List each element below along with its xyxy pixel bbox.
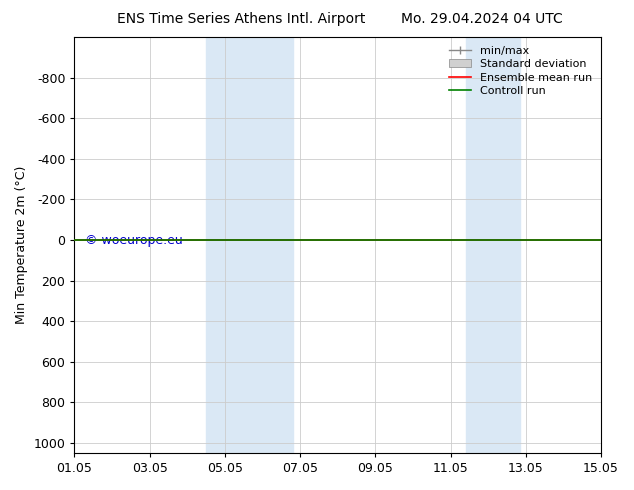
Legend: min/max, Standard deviation, Ensemble mean run, Controll run: min/max, Standard deviation, Ensemble me… xyxy=(444,42,597,100)
Bar xyxy=(206,37,293,453)
Bar xyxy=(465,37,520,453)
Text: ENS Time Series Athens Intl. Airport: ENS Time Series Athens Intl. Airport xyxy=(117,12,365,26)
Text: Mo. 29.04.2024 04 UTC: Mo. 29.04.2024 04 UTC xyxy=(401,12,563,26)
Y-axis label: Min Temperature 2m (°C): Min Temperature 2m (°C) xyxy=(15,166,28,324)
Text: © woeurope.eu: © woeurope.eu xyxy=(85,234,183,246)
